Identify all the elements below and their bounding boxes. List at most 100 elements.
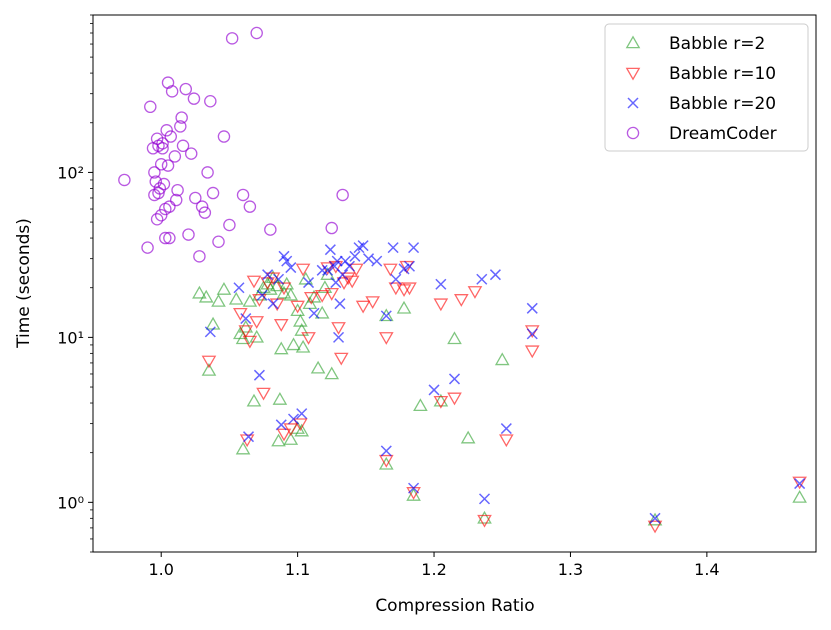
data-point bbox=[225, 32, 239, 45]
data-point bbox=[286, 337, 301, 351]
data-point bbox=[314, 305, 330, 319]
points-layer bbox=[118, 26, 807, 534]
data-point bbox=[294, 423, 310, 437]
data-point bbox=[182, 228, 195, 241]
data-point bbox=[189, 191, 202, 205]
data-point bbox=[165, 85, 179, 98]
data-point bbox=[290, 303, 305, 317]
data-point bbox=[408, 482, 420, 494]
data-point bbox=[223, 218, 236, 232]
data-point bbox=[398, 263, 410, 275]
data-point bbox=[160, 124, 173, 137]
data-point bbox=[201, 355, 217, 369]
data-point bbox=[333, 331, 345, 343]
data-point bbox=[216, 282, 232, 295]
data-point bbox=[168, 150, 182, 163]
x-tick-label: 1.4 bbox=[694, 560, 719, 579]
data-point bbox=[296, 408, 308, 420]
data-point bbox=[792, 489, 807, 503]
data-point bbox=[187, 92, 201, 105]
data-point bbox=[149, 175, 163, 188]
data-point bbox=[148, 166, 161, 179]
legend-label-babble-r2: Babble r=2 bbox=[669, 34, 765, 54]
x-tick-label: 1.1 bbox=[285, 560, 310, 579]
x-axis: 1.0 1.1 1.2 1.3 1.4 bbox=[148, 552, 720, 579]
y-tick-label: 10⁰ bbox=[57, 493, 84, 512]
data-point bbox=[198, 289, 214, 303]
data-point bbox=[150, 213, 164, 226]
data-point bbox=[331, 322, 346, 335]
data-point bbox=[273, 319, 289, 332]
data-point bbox=[388, 282, 404, 296]
data-point bbox=[344, 275, 360, 289]
data-point bbox=[290, 300, 305, 314]
data-point bbox=[118, 173, 131, 187]
legend-label-babble-r20: Babble r=20 bbox=[669, 94, 776, 114]
data-point bbox=[161, 159, 175, 172]
data-point bbox=[240, 313, 252, 325]
data-point bbox=[295, 339, 311, 353]
data-point bbox=[340, 272, 356, 286]
data-point bbox=[447, 331, 462, 345]
data-point bbox=[333, 352, 349, 366]
data-point bbox=[276, 428, 292, 442]
data-point bbox=[380, 445, 392, 457]
data-point bbox=[334, 298, 346, 310]
data-point bbox=[283, 432, 299, 445]
data-point bbox=[174, 120, 187, 133]
data-point bbox=[337, 269, 349, 281]
series-dreamcoder bbox=[118, 26, 349, 263]
data-point bbox=[235, 441, 251, 455]
data-point bbox=[316, 264, 328, 276]
data-point bbox=[150, 132, 164, 145]
data-point bbox=[242, 431, 255, 443]
data-point bbox=[154, 158, 168, 171]
data-point bbox=[301, 332, 316, 345]
data-point bbox=[477, 510, 492, 524]
data-point bbox=[428, 384, 440, 396]
data-point bbox=[477, 514, 492, 528]
data-point bbox=[154, 208, 168, 222]
data-point bbox=[246, 393, 262, 407]
data-point bbox=[252, 294, 267, 307]
data-point bbox=[435, 278, 447, 290]
data-point bbox=[408, 242, 420, 254]
data-point bbox=[310, 360, 326, 374]
legend-frame bbox=[604, 23, 809, 152]
data-point bbox=[269, 278, 285, 292]
data-point bbox=[260, 277, 275, 291]
data-point bbox=[271, 433, 286, 447]
data-point bbox=[228, 291, 244, 305]
data-point bbox=[303, 291, 319, 305]
data-point bbox=[264, 223, 277, 236]
data-point bbox=[243, 200, 257, 213]
data-point bbox=[647, 520, 663, 534]
data-point bbox=[413, 398, 428, 412]
data-point bbox=[184, 147, 198, 160]
data-point bbox=[647, 512, 663, 526]
legend-markers bbox=[625, 35, 641, 140]
data-point bbox=[387, 242, 399, 254]
data-point bbox=[265, 272, 281, 286]
data-point bbox=[433, 393, 449, 407]
y-tick-label: 10¹ bbox=[57, 328, 84, 347]
legend-marker bbox=[626, 126, 640, 140]
data-point bbox=[157, 177, 171, 191]
y-axis-label: Time (seconds) bbox=[14, 218, 34, 349]
data-point bbox=[378, 454, 394, 468]
data-point bbox=[217, 130, 231, 143]
data-point bbox=[343, 260, 355, 272]
y-axis: 10⁰ 10¹ 10² bbox=[57, 14, 93, 553]
data-point bbox=[308, 307, 320, 319]
data-point bbox=[476, 273, 488, 285]
data-point bbox=[272, 392, 288, 405]
data-point bbox=[460, 430, 476, 444]
data-point bbox=[402, 282, 417, 296]
data-point bbox=[256, 387, 271, 401]
series-babble-r-20 bbox=[204, 240, 806, 524]
data-point bbox=[235, 331, 251, 345]
data-point bbox=[331, 255, 343, 267]
data-point bbox=[211, 293, 226, 307]
plot-frame bbox=[92, 14, 817, 553]
